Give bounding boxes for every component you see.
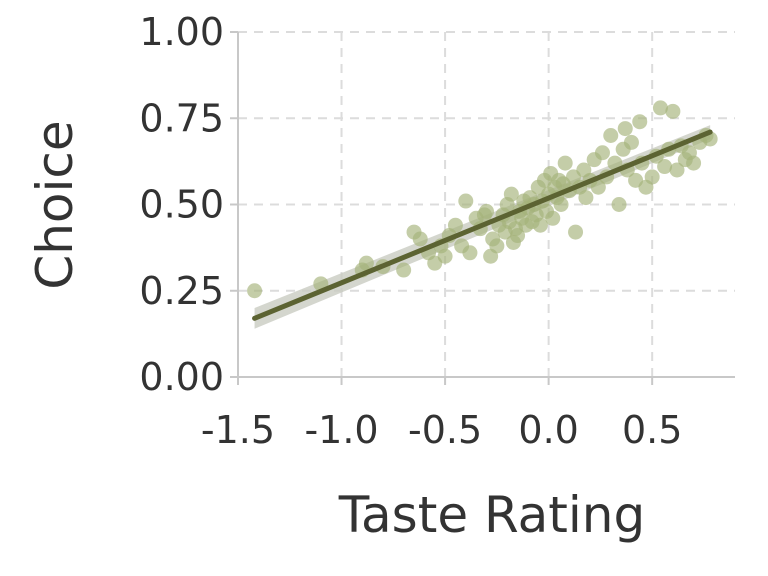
axes <box>230 31 735 385</box>
scatter-point <box>437 248 453 264</box>
scatter-point <box>510 228 526 244</box>
scatter-point <box>611 197 627 212</box>
scatter-point <box>396 262 412 278</box>
scatter-point <box>532 217 548 233</box>
scatter-point <box>412 231 428 247</box>
y-tick-label: 0.50 <box>139 183 224 227</box>
scatter-point <box>358 255 374 271</box>
y-tick-label: 1.00 <box>139 10 224 54</box>
scatter-point <box>479 203 494 219</box>
scatter-point <box>503 186 519 202</box>
scatter-point <box>590 179 606 195</box>
scatter-point <box>603 128 619 143</box>
points-layer <box>247 100 718 299</box>
scatter-point <box>247 283 263 299</box>
scatter-point <box>557 155 573 171</box>
scatter-point <box>545 210 561 226</box>
x-tick-label: -0.5 <box>408 408 482 452</box>
scatter-point <box>489 238 505 254</box>
scatter-point <box>652 100 668 116</box>
x-axis-label: Taste Rating <box>338 486 645 544</box>
scatter-point <box>623 134 639 150</box>
regression-line <box>252 129 713 321</box>
scatter-point <box>632 114 648 130</box>
scatter-point <box>665 103 681 119</box>
y-tick-label: 0.75 <box>139 96 224 140</box>
x-tick-label: -1.0 <box>304 408 378 452</box>
x-tick-label: -1.5 <box>201 408 275 452</box>
x-tick-label: 0.5 <box>622 408 682 452</box>
scatter-point <box>594 145 610 161</box>
fit-line-layer <box>252 129 713 321</box>
scatter-point <box>553 197 569 212</box>
scatter-point <box>568 224 584 240</box>
scatter-point <box>578 190 594 206</box>
scatter-point <box>447 217 463 233</box>
scatter-point <box>686 155 702 171</box>
scatter-point <box>617 121 633 137</box>
x-tick-label: 0.0 <box>518 408 578 452</box>
scatter-point <box>644 169 660 185</box>
scatter-point <box>462 245 478 261</box>
scatter-point <box>458 193 474 209</box>
y-axis-label: Choice <box>26 120 84 289</box>
scatter-point <box>669 162 685 178</box>
y-tick-label: 0.00 <box>139 355 224 399</box>
y-tick-label: 0.25 <box>139 269 224 313</box>
tick-labels: -1.5 -1.0 -0.5 0.0 0.5 0.00 0.25 0.50 0.75 1.00 <box>139 10 682 452</box>
scatter-point <box>657 159 673 175</box>
